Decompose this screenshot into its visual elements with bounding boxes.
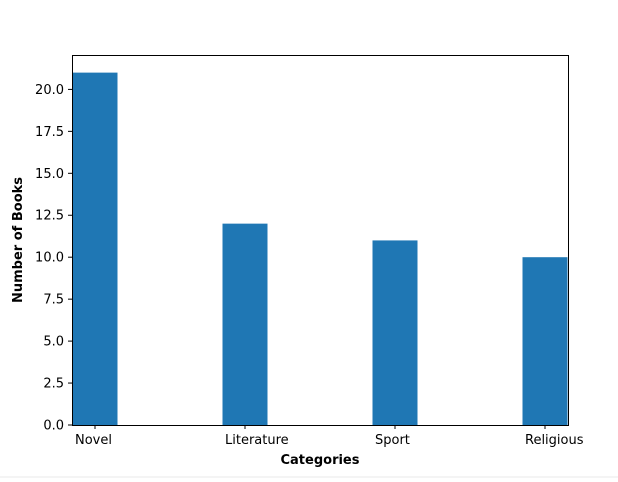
plot-frame xyxy=(72,55,569,426)
y-tick-label: 2.5 xyxy=(43,377,64,392)
bar-sport xyxy=(372,240,418,425)
y-tick-label: 0.0 xyxy=(43,419,64,434)
x-tick-label: Religious xyxy=(525,433,584,448)
bar-religious xyxy=(522,257,568,425)
y-axis-ticks: 0.0 2.5 5.0 7.5 10.0 12.5 15.0 17.5 20.0 xyxy=(35,83,72,434)
bars-layer xyxy=(72,72,568,425)
window-bottom-edge xyxy=(0,476,618,478)
y-axis-label: Number of Books xyxy=(11,177,26,303)
x-axis-label: Categories xyxy=(280,453,359,468)
x-tick-label: Novel xyxy=(75,433,112,448)
y-tick-label: 17.5 xyxy=(35,125,64,140)
y-tick-label: 20.0 xyxy=(35,83,64,98)
y-tick-label: 12.5 xyxy=(35,209,64,224)
bar-novel xyxy=(72,72,118,425)
y-tick-label: 15.0 xyxy=(35,167,64,182)
x-axis-ticks: Novel Literature Sport Religious xyxy=(75,425,584,448)
y-tick-label: 5.0 xyxy=(43,335,64,350)
bar-literature xyxy=(222,223,268,425)
x-tick-label: Literature xyxy=(225,433,289,448)
y-tick-label: 10.0 xyxy=(35,251,64,266)
x-tick-label: Sport xyxy=(375,433,410,448)
y-tick-label: 7.5 xyxy=(43,293,64,308)
